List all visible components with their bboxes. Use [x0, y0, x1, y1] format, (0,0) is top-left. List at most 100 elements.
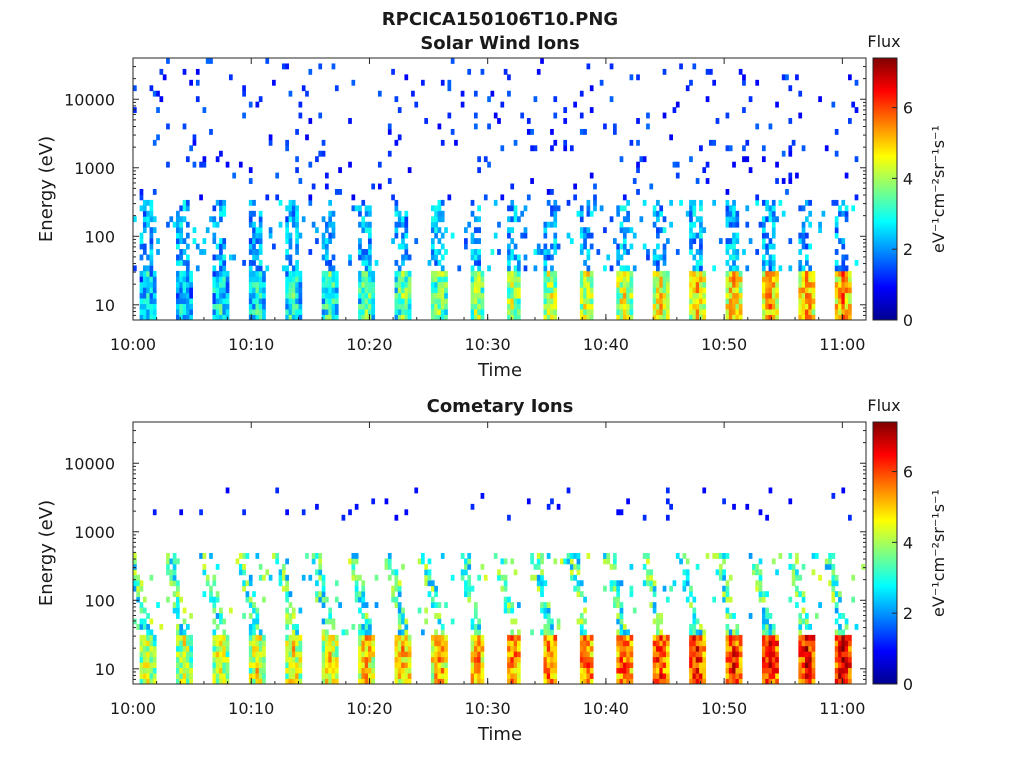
- heatmap-cell: [725, 276, 730, 283]
- heatmap-cell: [517, 651, 521, 658]
- heatmap-cell: [328, 270, 333, 277]
- heatmap-cell: [546, 662, 551, 669]
- heatmap-cell: [477, 629, 481, 636]
- heatmap-cell: [692, 645, 697, 652]
- heatmap-cell: [470, 254, 475, 261]
- heatmap-cell: [732, 292, 736, 299]
- heatmap-cell: [179, 238, 184, 244]
- heatmap-cell: [444, 270, 448, 277]
- heatmap-cell: [142, 265, 147, 272]
- heatmap-cell: [176, 645, 180, 652]
- heatmap-cell: [765, 249, 769, 255]
- heatmap-cell: [771, 651, 776, 658]
- heatmap-cell: [566, 199, 571, 206]
- heatmap-cell: [291, 662, 296, 669]
- heatmap-cell: [248, 602, 253, 608]
- heatmap-cell: [278, 199, 283, 206]
- heatmap-cell: [579, 227, 584, 234]
- heatmap-cell: [368, 221, 372, 228]
- heatmap-cell: [550, 662, 554, 669]
- heatmap-cell: [285, 139, 289, 146]
- heatmap-cell: [695, 270, 700, 277]
- heatmap-cell: [510, 640, 515, 647]
- heatmap-cell: [689, 249, 693, 255]
- heatmap-cell: [550, 314, 554, 321]
- heatmap-cell: [477, 678, 481, 685]
- heatmap-cell: [728, 634, 733, 641]
- heatmap-cell: [619, 678, 624, 685]
- heatmap-cell: [728, 629, 733, 636]
- heatmap-cell: [626, 656, 630, 663]
- heatmap-cell: [682, 585, 687, 592]
- heatmap-cell: [738, 309, 743, 315]
- heatmap-cell: [732, 259, 736, 266]
- heatmap-cell: [179, 314, 184, 321]
- heatmap-cell: [834, 303, 839, 310]
- heatmap-cell: [844, 281, 849, 288]
- heatmap-cell: [801, 678, 806, 685]
- heatmap-cell: [222, 651, 227, 658]
- heatmap-cell: [569, 574, 574, 581]
- heatmap-cell: [626, 651, 630, 658]
- heatmap-cell: [291, 309, 296, 315]
- heatmap-cell: [427, 574, 432, 581]
- heatmap-cell: [844, 276, 849, 283]
- heatmap-cell: [387, 558, 392, 565]
- heatmap-cell: [586, 270, 591, 277]
- heatmap-cell: [142, 662, 147, 669]
- heatmap-cell: [550, 645, 554, 652]
- heatmap-cell: [212, 232, 217, 239]
- heatmap-cell: [626, 640, 630, 647]
- heatmap-cell: [248, 309, 253, 315]
- heatmap-cell: [748, 167, 753, 174]
- heatmap-cell: [477, 314, 481, 321]
- heatmap-cell: [517, 602, 521, 608]
- heatmap-cell: [255, 656, 260, 663]
- heatmap-cell: [258, 227, 263, 234]
- heatmap-cell: [718, 238, 723, 244]
- heatmap-cell: [530, 629, 534, 636]
- heatmap-cell: [848, 270, 852, 277]
- heatmap-cell: [798, 645, 803, 652]
- heatmap-cell: [248, 656, 253, 663]
- heatmap-cell: [507, 270, 511, 277]
- heatmap-cell: [368, 265, 372, 272]
- heatmap-cell: [361, 298, 366, 305]
- heatmap-cell: [351, 194, 356, 201]
- heatmap-cell: [771, 287, 776, 294]
- heatmap-cell: [652, 210, 657, 217]
- heatmap-cell: [387, 178, 392, 184]
- heatmap-cell: [179, 227, 184, 234]
- heatmap-cell: [361, 270, 366, 277]
- heatmap-cell: [543, 281, 548, 288]
- heatmap-cell: [543, 259, 548, 266]
- heatmap-cell: [841, 238, 846, 244]
- heatmap-cell: [589, 243, 594, 250]
- heatmap-cell: [702, 678, 707, 685]
- heatmap-cell: [513, 298, 518, 305]
- heatmap-cell: [334, 292, 339, 299]
- heatmap-cell: [407, 656, 412, 663]
- heatmap-cell: [662, 314, 667, 321]
- heatmap-cell: [758, 585, 763, 592]
- heatmap-cell: [824, 145, 829, 152]
- heatmap-cell: [510, 270, 515, 277]
- heatmap-cell: [692, 63, 697, 70]
- heatmap-cell: [176, 667, 180, 674]
- heatmap-cell: [662, 634, 667, 641]
- heatmap-cell: [467, 553, 472, 559]
- heatmap-cell: [272, 553, 276, 559]
- heatmap-cell: [212, 254, 217, 261]
- heatmap-cell: [325, 292, 329, 299]
- heatmap-cell: [301, 85, 306, 92]
- heatmap-cell: [437, 678, 442, 685]
- heatmap-cell: [689, 270, 693, 277]
- heatmap-cell: [761, 673, 766, 679]
- heatmap-cell: [662, 270, 667, 277]
- heatmap-cell: [665, 596, 670, 603]
- heatmap-cell: [788, 145, 793, 152]
- heatmap-cell: [569, 569, 574, 576]
- heatmap-cell: [546, 634, 551, 641]
- heatmap-cell: [775, 287, 779, 294]
- heatmap-cell: [798, 205, 803, 212]
